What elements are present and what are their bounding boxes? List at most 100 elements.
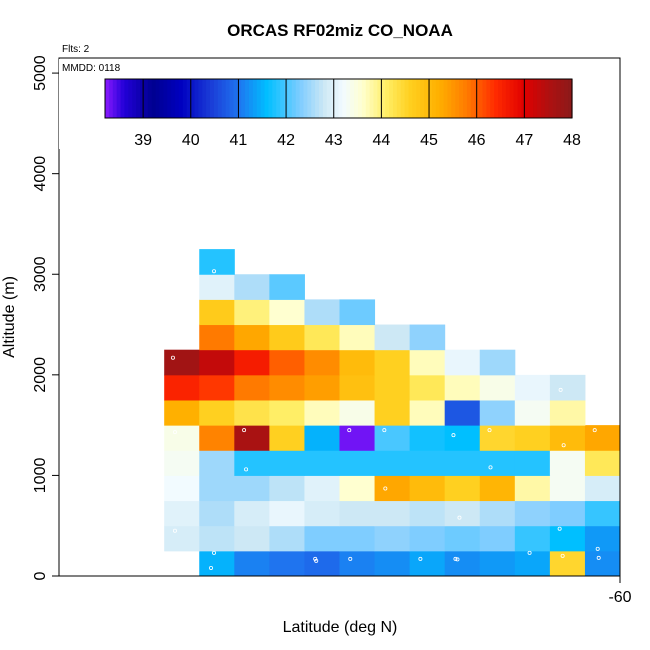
heatmap-cell — [234, 324, 270, 351]
colorbar-segment — [108, 79, 114, 118]
heatmap-cell — [374, 374, 411, 401]
heatmap-cell — [304, 475, 340, 502]
sample-points — [170, 269, 601, 570]
colorbar-segment — [190, 79, 196, 118]
colorbar-segment — [560, 79, 565, 118]
heatmap-cell — [234, 550, 270, 577]
colorbar-segment — [408, 79, 414, 118]
colorbar-segment — [248, 79, 254, 118]
heatmap-cell — [199, 249, 235, 275]
colorbar-segment — [128, 79, 133, 118]
colorbar-segment — [202, 79, 207, 118]
sample-point — [595, 546, 600, 551]
heatmap-cell — [164, 374, 200, 401]
sample-point — [527, 550, 532, 555]
sample-point — [172, 430, 177, 435]
colorbar-segment — [307, 79, 312, 118]
x-axis: -60 — [608, 576, 632, 606]
colorbar-segment — [365, 79, 371, 118]
annotation-flights: Flts: 2 — [62, 44, 90, 55]
colorbar-segment — [105, 79, 110, 118]
colorbar-segment — [116, 79, 122, 118]
heatmap-cell — [304, 450, 340, 476]
heatmap-cell — [444, 425, 481, 451]
heatmap-cell — [339, 550, 376, 577]
sample-point — [487, 428, 492, 433]
heatmap-cell — [234, 525, 270, 552]
heatmap-cell — [164, 450, 200, 476]
colorbar-segment — [155, 79, 161, 118]
chart-title: ORCAS RF02miz CO_NOAA — [227, 21, 453, 40]
heatmap-cell — [444, 500, 481, 527]
heatmap-cell — [374, 500, 411, 527]
colorbar-tick-label: 43 — [325, 132, 343, 149]
sample-point — [314, 558, 319, 563]
heatmap-cell — [549, 550, 586, 577]
heatmap-cell — [269, 349, 305, 376]
heatmap-cell — [514, 374, 551, 401]
heatmap-cell — [234, 450, 270, 476]
colorbar-segment — [140, 79, 145, 118]
y-tick-label: 2000 — [32, 357, 49, 393]
colorbar-segment — [509, 79, 515, 118]
heatmap-cell — [444, 525, 481, 552]
heatmap-cell — [199, 274, 235, 300]
heatmap-cell — [269, 274, 305, 300]
sample-point — [592, 428, 597, 433]
heatmap-cell — [479, 399, 516, 426]
sample-point — [457, 515, 462, 520]
heatmap-cell — [374, 550, 411, 577]
sample-point — [596, 555, 601, 560]
heatmap-cell — [199, 399, 235, 426]
heatmap-cell — [549, 475, 586, 502]
colorbar-segment — [112, 79, 118, 118]
heatmap-cell — [304, 299, 340, 326]
heatmap-cell — [234, 299, 270, 326]
sample-point — [488, 465, 493, 470]
heatmap-cell — [199, 550, 235, 577]
colorbar-segment — [311, 79, 316, 118]
heatmap-cell — [584, 525, 621, 552]
sample-point — [382, 428, 387, 433]
heatmap-cell — [234, 374, 270, 401]
heatmap-cell — [339, 450, 376, 476]
colorbar-segment — [490, 79, 495, 118]
colorbar-legend: MMDD: 0118 39 40 41 42 43 44 45 46 47 48 — [59, 59, 589, 149]
heatmap-cell — [269, 425, 305, 451]
heatmap-cell — [164, 349, 200, 376]
sample-point — [558, 387, 563, 392]
sample-point — [242, 428, 247, 433]
heatmap-cell — [444, 374, 481, 401]
colorbar-segment — [439, 79, 445, 118]
colorbar-segment — [178, 79, 184, 118]
colorbar-segment — [470, 79, 476, 118]
colorbar-segment — [264, 79, 270, 118]
colorbar-segment — [151, 79, 157, 118]
sample-point — [560, 553, 565, 558]
heatmap-cell — [409, 450, 446, 476]
heatmap-cell — [374, 349, 411, 376]
colorbar-segment — [319, 79, 324, 118]
colorbar-segment — [431, 79, 437, 118]
heatmap-cell — [584, 500, 621, 527]
colorbar-segment — [143, 79, 149, 118]
colorbar-segment — [463, 79, 468, 118]
heatmap-cell — [304, 349, 340, 376]
colorbar-segment — [552, 79, 558, 118]
colorbar-segment — [525, 79, 530, 118]
colorbar-segment — [540, 79, 546, 118]
colorbar-segment — [513, 79, 519, 118]
heatmap-cell — [164, 425, 200, 451]
colorbar-segment — [229, 79, 235, 118]
colorbar-segment — [237, 79, 242, 118]
heatmap-cell — [304, 399, 340, 426]
heatmap-cell — [199, 475, 235, 502]
heatmap-cell — [269, 525, 305, 552]
heatmap-cell — [339, 349, 376, 376]
colorbar-segment — [428, 79, 433, 118]
colorbar-segment — [210, 79, 215, 118]
colorbar-segment — [482, 79, 487, 118]
sample-point — [557, 526, 562, 531]
colorbar-segment — [564, 79, 569, 118]
colorbar-segment — [221, 79, 227, 118]
